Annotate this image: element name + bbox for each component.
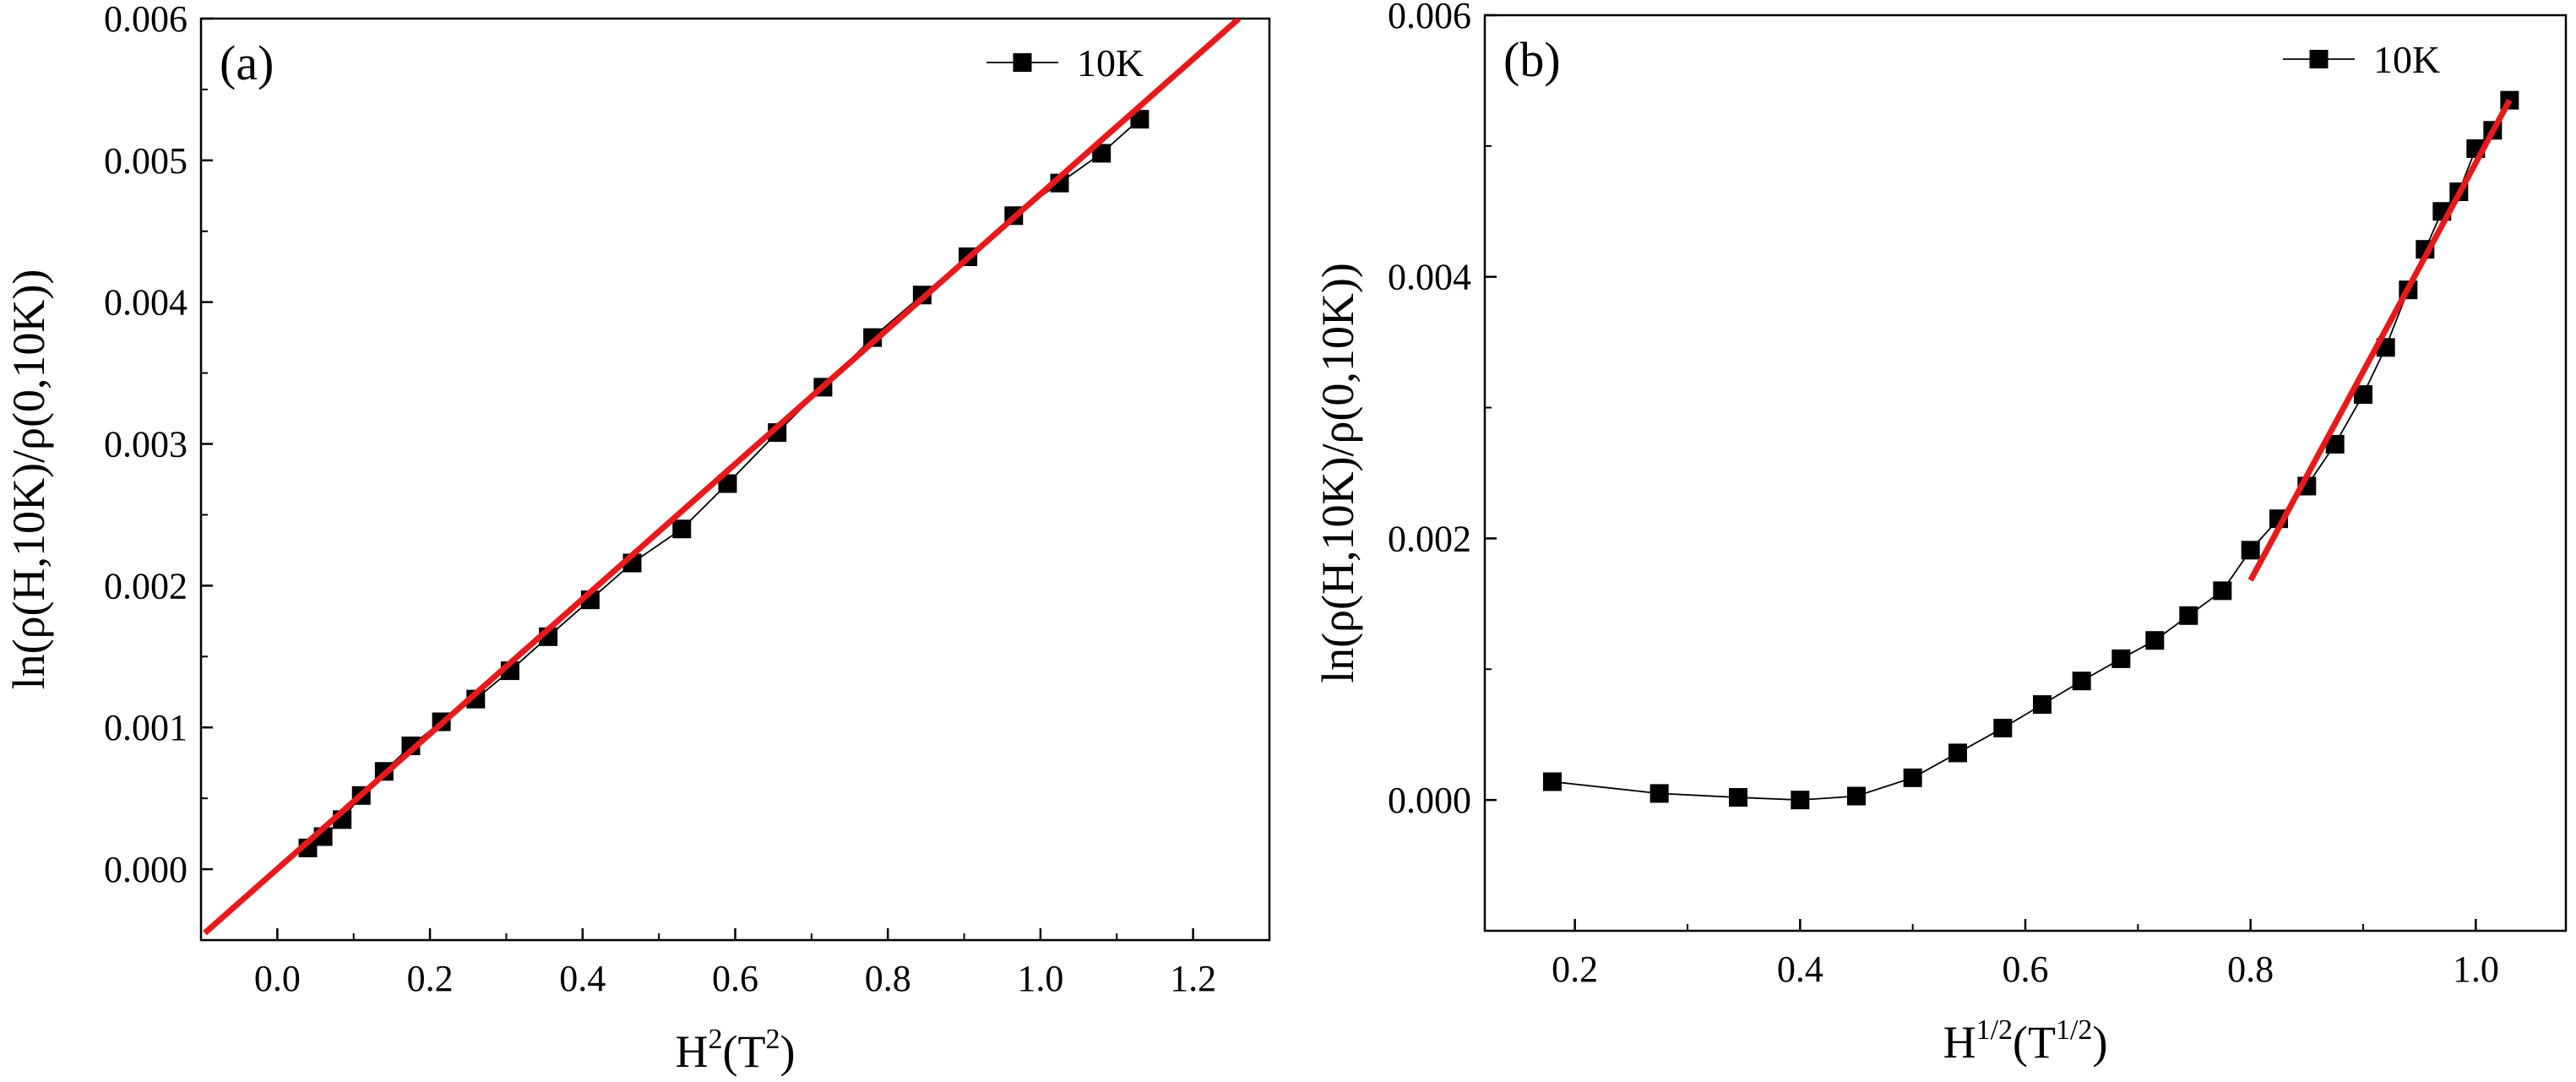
legend-label: 10K (1077, 41, 1144, 84)
y-tick-label: 0.000 (1388, 780, 1471, 821)
x-axis-label: H2(T2) (676, 1024, 796, 1077)
x-tick-label: 0.4 (1777, 949, 1823, 990)
data-point (2354, 385, 2372, 405)
y-tick-label: 0.000 (104, 849, 187, 890)
x-tick-label: 0.8 (865, 958, 911, 999)
data-point (1948, 743, 1967, 763)
data-point (2072, 671, 2091, 691)
x-axis-label: H1/2(T1/2) (1943, 1014, 2108, 1068)
data-point (2111, 649, 2131, 668)
data-point (2179, 606, 2198, 625)
y-axis-label: ln(ρ(H,10K)/ρ(0,10K)) (3, 269, 54, 690)
data-point (1729, 788, 1747, 807)
data-point (2033, 695, 2052, 715)
legend-label: 10K (2373, 38, 2440, 81)
data-point (2241, 541, 2260, 560)
data-point (1993, 718, 2013, 737)
x-axis-label-base: H (1943, 1017, 1976, 1068)
fit-line (2247, 98, 2513, 582)
x-tick-label: 0.6 (712, 958, 758, 999)
x-tick-label: 1.2 (1170, 958, 1216, 999)
fit-line (203, 19, 1242, 936)
x-tick-label: 0.4 (559, 958, 606, 999)
panel-label: (b) (1503, 32, 1561, 87)
data-point (1543, 772, 1562, 791)
data-point (718, 474, 737, 493)
y-tick-label: 0.004 (1388, 257, 1471, 298)
data-point (1130, 110, 1149, 129)
data-point (1092, 144, 1111, 163)
x-axis-label-unit-sup: 1/2 (2056, 1014, 2092, 1046)
x-axis-label-sup: 1/2 (1976, 1014, 2013, 1046)
data-point (672, 519, 692, 539)
data-point (1791, 791, 1810, 810)
data-point (2145, 631, 2165, 650)
x-axis-label-base: H (676, 1026, 709, 1077)
y-axis-label: ln(ρ(H,10K)/ρ(0,10K)) (1312, 263, 1363, 683)
x-tick-label: 1.0 (2453, 949, 2499, 990)
legend-marker (1013, 53, 1032, 72)
x-tick-label: 0.2 (1552, 949, 1598, 990)
y-tick-label: 0.006 (104, 0, 187, 40)
y-tick-label: 0.006 (1388, 0, 1471, 36)
y-tick-label: 0.002 (1388, 518, 1471, 559)
y-tick-label: 0.005 (104, 140, 187, 182)
x-tick-label: 0.2 (407, 958, 454, 999)
data-point (2325, 434, 2345, 454)
x-axis-label-unit-open: (T (2013, 1017, 2056, 1068)
x-tick-label: 0.8 (2227, 949, 2274, 990)
data-point (1649, 784, 1669, 803)
y-tick-label: 0.001 (104, 707, 187, 748)
y-tick-label: 0.003 (104, 424, 187, 465)
x-axis-label-unit-sup: 2 (765, 1024, 780, 1055)
y-tick-label: 0.004 (104, 282, 187, 324)
data-point (2213, 581, 2232, 601)
x-tick-label: 0.6 (2003, 949, 2049, 990)
data-point (1847, 786, 1866, 806)
panel-label: (a) (220, 35, 274, 90)
chart-panel-a: 0.0 0.2 0.4 0.6 0.8 1.0 1.2 0.000 0.001 0.002 0.00… (3, 0, 1271, 1077)
x-axis-label-unit-open: (T (723, 1026, 766, 1077)
x-axis-label-sup: 2 (709, 1024, 723, 1055)
chart-panel-b: 0.2 0.4 0.6 0.8 1.00.0000.0020.0040.006H1/2(… (1312, 0, 2568, 1068)
legend-marker (2309, 50, 2329, 68)
series-line (1552, 100, 2511, 802)
x-axis-label-unit-close: ) (780, 1026, 795, 1077)
x-tick-label: 1.0 (1017, 958, 1063, 999)
data-point (1903, 768, 1922, 787)
x-tick-label: 0.0 (254, 958, 301, 999)
plot-frame (1483, 14, 2568, 932)
y-tick-label: 0.002 (104, 565, 187, 606)
x-axis-label-unit-close: ) (2092, 1017, 2107, 1068)
